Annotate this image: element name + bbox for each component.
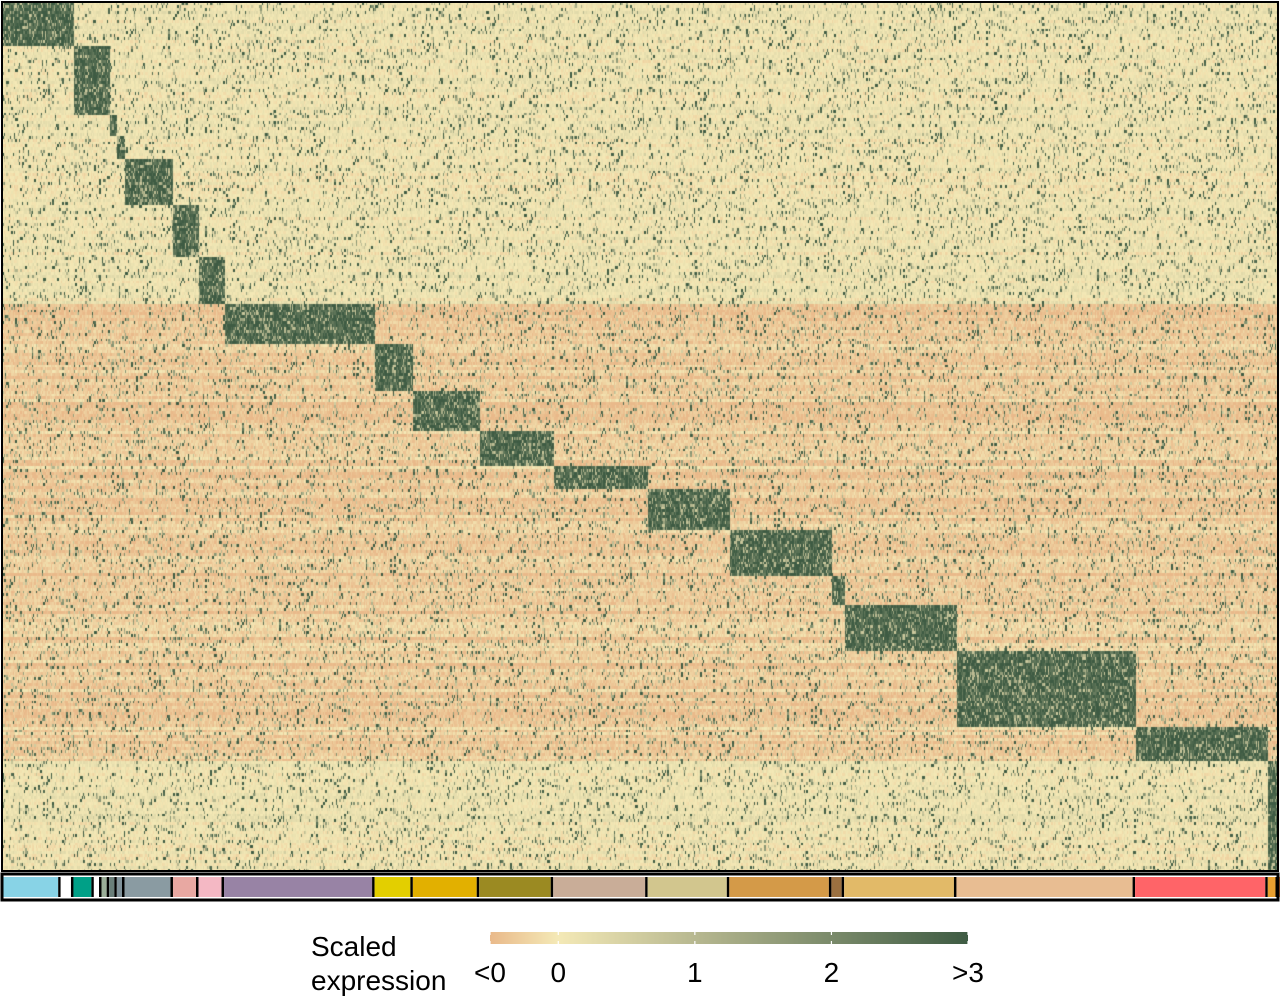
cluster-segment-3 [73, 877, 92, 897]
cluster-separator-14 [550, 877, 554, 897]
color-scale-title-line-1: Scaled [311, 931, 397, 962]
cluster-segment-2 [60, 877, 71, 897]
color-scale-tick-label-1: <0 [474, 957, 506, 988]
cluster-segment-15 [553, 877, 646, 897]
cluster-separator-9 [196, 877, 199, 897]
cluster-separator-11 [372, 877, 375, 897]
cluster-segment-16 [647, 877, 727, 897]
cluster-segment-13 [412, 877, 477, 897]
cluster-separator-6 [114, 877, 117, 897]
heatmap-frame [1, 1, 1279, 872]
cluster-segment-21 [1135, 877, 1266, 897]
cluster-separator-17 [828, 877, 832, 897]
cluster-segment-8 [124, 877, 171, 897]
cluster-separator-1 [58, 877, 61, 897]
cluster-separator-8 [170, 877, 173, 897]
heatmap-cell-image [2, 2, 1278, 871]
color-scale-ticks [489, 932, 969, 944]
color-scale-tick-label-5: >3 [952, 957, 984, 988]
color-scale-bar [490, 932, 968, 944]
cluster-separator-10 [221, 877, 225, 897]
color-scale-tick-label-4: 2 [823, 957, 840, 988]
cluster-separator-7 [122, 877, 125, 897]
cluster-separator-20 [1132, 877, 1136, 897]
cluster-segment-20 [956, 877, 1133, 897]
cluster-segment-19 [844, 877, 954, 897]
cluster-segment-4 [93, 877, 100, 897]
cluster-separator-2 [70, 877, 74, 897]
heatmap-cells [2, 2, 1278, 871]
cluster-segment-17 [729, 877, 829, 897]
cluster-segment-9 [172, 877, 196, 897]
color-scale-tick-label-2: 0 [550, 957, 567, 988]
cluster-segment-10 [198, 877, 222, 897]
cluster-segment-7 [116, 877, 122, 897]
cluster-separator-19 [953, 877, 957, 897]
cluster-segment-18 [831, 877, 842, 897]
cluster-separator-15 [645, 877, 648, 897]
cluster-annotation-bar [2, 877, 1280, 897]
cluster-separator-18 [841, 877, 845, 897]
cluster-separator-13 [476, 877, 480, 897]
cluster-segment-22 [1267, 877, 1276, 897]
cluster-separator-5 [106, 877, 110, 897]
cluster-separator-16 [726, 877, 730, 897]
cluster-segment-5 [101, 877, 107, 897]
cluster-segment-1 [2, 877, 59, 897]
color-scale-title-line-2: expression [311, 965, 447, 996]
cluster-segment-6 [109, 877, 115, 897]
cluster-separator-21 [1265, 877, 1268, 897]
cluster-segment-11 [224, 877, 373, 897]
cluster-segment-12 [374, 877, 411, 897]
color-scale-tick-label-3: 1 [687, 957, 703, 988]
cluster-separator-3 [91, 877, 94, 897]
cluster-separator-4 [99, 877, 102, 897]
cluster-separator-12 [410, 877, 413, 897]
cluster-bar-frame [0, 872, 1280, 902]
cluster-segment-14 [479, 877, 551, 897]
color-scale-title: Scaled expression [311, 930, 446, 998]
